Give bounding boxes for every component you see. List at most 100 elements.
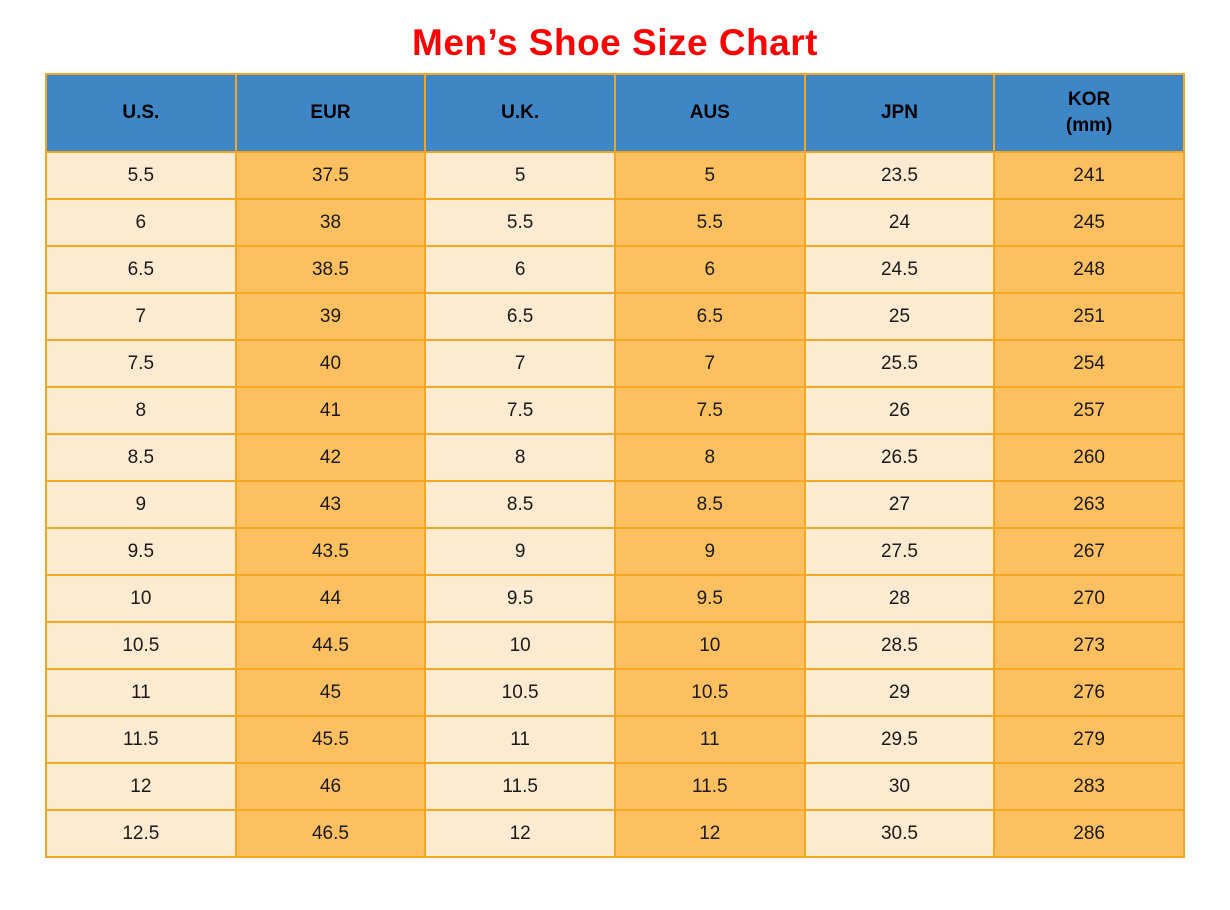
table-cell: 43.5 — [234, 527, 427, 576]
table-cell: 28.5 — [803, 621, 996, 670]
table-cell: 5.5 — [45, 151, 237, 200]
table-cell: 257 — [993, 386, 1185, 435]
table-cell: 7.5 — [45, 339, 237, 388]
table-cell: 9.5 — [424, 574, 616, 623]
table-cell: 44 — [234, 574, 427, 623]
table-cell: 10 — [45, 574, 237, 623]
table-row: 7.5 40 7 7 25.5 254 — [45, 339, 1185, 388]
table-cell: 27 — [803, 480, 996, 529]
header-cell-uk: U.K. — [424, 73, 616, 153]
table-cell: 9.5 — [613, 574, 806, 623]
table-cell: 5.5 — [424, 198, 616, 247]
header-label: AUS — [689, 102, 730, 124]
table-body: 5.5 37.5 5 5 23.5 241 6 38 5.5 5.5 24 245 6.5 38.5 6 6 2… — [45, 151, 1185, 858]
header-cell-kor: KOR (mm) — [993, 73, 1185, 153]
table-cell: 7 — [424, 339, 616, 388]
table-cell: 12.5 — [45, 809, 237, 858]
table-cell: 23.5 — [803, 151, 996, 200]
table-cell: 7 — [613, 339, 806, 388]
table-cell: 40 — [234, 339, 427, 388]
table-cell: 245 — [993, 198, 1185, 247]
table-cell: 10.5 — [613, 668, 806, 717]
table-cell: 12 — [613, 809, 806, 858]
table-cell: 25 — [803, 292, 996, 341]
table-cell: 260 — [993, 433, 1185, 482]
table-cell: 8.5 — [424, 480, 616, 529]
table-cell: 28 — [803, 574, 996, 623]
table-cell: 45.5 — [234, 715, 427, 764]
table-cell: 5 — [613, 151, 806, 200]
table-cell: 38.5 — [234, 245, 427, 294]
page-title: Men’s Shoe Size Chart — [412, 22, 818, 63]
table-cell: 9 — [45, 480, 237, 529]
table-row: 6.5 38.5 6 6 24.5 248 — [45, 245, 1185, 294]
table-row: 11.5 45.5 11 11 29.5 279 — [45, 715, 1185, 764]
header-row: U.S. EUR U.K. AUS JPN — [45, 73, 1185, 153]
table-cell: 5 — [424, 151, 616, 200]
table-row: 5.5 37.5 5 5 23.5 241 — [45, 151, 1185, 200]
table-cell: 270 — [993, 574, 1185, 623]
table-cell: 251 — [993, 292, 1185, 341]
table-cell: 276 — [993, 668, 1185, 717]
table-cell: 273 — [993, 621, 1185, 670]
table-cell: 24.5 — [803, 245, 996, 294]
header-label: U.S. — [122, 102, 160, 124]
table-cell: 12 — [424, 809, 616, 858]
table-cell: 10.5 — [45, 621, 237, 670]
table-cell: 10.5 — [424, 668, 616, 717]
table-row: 6 38 5.5 5.5 24 245 — [45, 198, 1185, 247]
header-label: JPN — [880, 102, 918, 124]
table-cell: 11.5 — [613, 762, 806, 811]
table-cell: 45 — [234, 668, 427, 717]
table-cell: 11 — [45, 668, 237, 717]
table-cell: 7.5 — [424, 386, 616, 435]
table-cell: 43 — [234, 480, 427, 529]
header-label: U.K. — [501, 102, 540, 124]
table-cell: 6 — [45, 198, 237, 247]
table-cell: 248 — [993, 245, 1185, 294]
table-row: 9.5 43.5 9 9 27.5 267 — [45, 527, 1185, 576]
table-cell: 46.5 — [234, 809, 427, 858]
table-cell: 44.5 — [234, 621, 427, 670]
table-cell: 24 — [803, 198, 996, 247]
table-cell: 8 — [613, 433, 806, 482]
table-cell: 279 — [993, 715, 1185, 764]
table-cell: 25.5 — [803, 339, 996, 388]
table-row: 8 41 7.5 7.5 26 257 — [45, 386, 1185, 435]
table-cell: 11 — [613, 715, 806, 764]
header-label: EUR — [310, 102, 351, 124]
table-cell: 42 — [234, 433, 427, 482]
table-cell: 30.5 — [803, 809, 996, 858]
header-label: KOR — [1068, 89, 1111, 111]
table-cell: 254 — [993, 339, 1185, 388]
header-cell-aus: AUS — [613, 73, 806, 153]
table-cell: 8.5 — [613, 480, 806, 529]
table-cell: 38 — [234, 198, 427, 247]
table-cell: 10 — [613, 621, 806, 670]
table-row: 12.5 46.5 12 12 30.5 286 — [45, 809, 1185, 858]
table-cell: 11.5 — [424, 762, 616, 811]
table-cell: 8.5 — [45, 433, 237, 482]
table-cell: 5.5 — [613, 198, 806, 247]
table-cell: 9 — [424, 527, 616, 576]
table-row: 7 39 6.5 6.5 25 251 — [45, 292, 1185, 341]
table-cell: 26 — [803, 386, 996, 435]
table-cell: 6 — [613, 245, 806, 294]
header-cell-us: U.S. — [45, 73, 237, 153]
table-cell: 8 — [45, 386, 237, 435]
table-cell: 12 — [45, 762, 237, 811]
table-cell: 10 — [424, 621, 616, 670]
table-row: 11 45 10.5 10.5 29 276 — [45, 668, 1185, 717]
table-row: 10.5 44.5 10 10 28.5 273 — [45, 621, 1185, 670]
table-cell: 241 — [993, 151, 1185, 200]
table-cell: 39 — [234, 292, 427, 341]
table-cell: 11 — [424, 715, 616, 764]
table-cell: 29 — [803, 668, 996, 717]
table-cell: 286 — [993, 809, 1185, 858]
table-row: 8.5 42 8 8 26.5 260 — [45, 433, 1185, 482]
table-cell: 29.5 — [803, 715, 996, 764]
header-cell-eur: EUR — [234, 73, 427, 153]
shoe-size-table: U.S. EUR U.K. AUS JPN — [45, 73, 1185, 858]
table-row: 10 44 9.5 9.5 28 270 — [45, 574, 1185, 623]
